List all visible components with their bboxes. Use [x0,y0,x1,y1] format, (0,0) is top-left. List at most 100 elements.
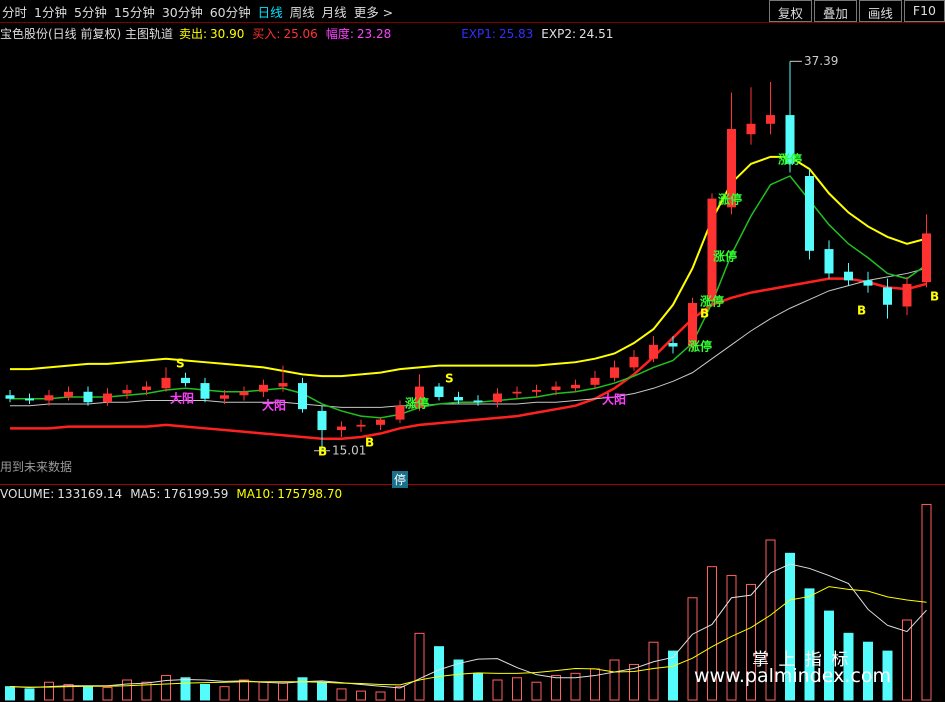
candle-body [629,356,639,368]
signal-label: 涨停 [405,396,429,411]
period-toolbar: 分时 1分钟 5分钟 15分钟 30分钟 60分钟 日线 周线 月线 更多 > [0,0,398,22]
period-tab[interactable]: 日线 [257,4,283,20]
candle-body [649,344,658,359]
volume-bar [336,688,347,701]
candle-body [415,386,424,408]
info-label: EXP2: [541,27,577,41]
volume-bar [395,686,405,701]
volume-bar [200,683,210,701]
info-value: 24.51 [579,27,614,41]
tool-button[interactable]: F10 [903,0,945,22]
candle-body [337,426,346,431]
volume-bar [141,681,152,701]
indicator-line [10,155,927,378]
period-tab[interactable]: 周线 [289,4,315,20]
period-tab[interactable]: 30分钟 [161,4,203,20]
info-value: 25.06 [283,27,318,41]
volume-info: VOLUME: 133169.14 MA5: 176199.59 MA10: 175798… [0,487,350,501]
volume-bar [102,687,113,701]
signal-label: 涨停 [718,192,742,207]
info-label: EXP1: [461,27,496,41]
candle-body [785,115,795,164]
candle-body [746,123,756,135]
period-tab[interactable]: 60分钟 [209,4,251,20]
volume-bar [629,663,639,701]
candle-body [376,419,385,425]
candle-body [44,395,54,401]
candle-body [142,386,151,391]
volume-bar [570,672,581,701]
volume-bar [824,610,834,701]
candle-body [883,287,892,305]
signal-label: B [930,290,939,304]
volume-bar [297,677,308,701]
signal-label: 大阳 [602,392,626,407]
candle-body [103,393,112,403]
volume-bar [746,583,756,701]
volume-bar [804,588,815,701]
volume-bar [219,686,230,701]
signal-label: B [857,304,866,318]
volume-bar [648,641,659,701]
signal-label: 涨停 [778,152,802,167]
high-label: 37.39 [804,54,838,68]
tool-button[interactable]: 画线 [858,0,902,22]
volume-bar [44,681,54,701]
volume-bar [590,668,600,701]
volume-bar [453,659,464,701]
candle-body [395,405,405,420]
volume-bar [473,672,483,701]
candle-body [824,249,834,274]
signal-label: 大阳 [262,398,286,413]
period-tab[interactable]: 1分钟 [34,4,67,20]
candle-body [25,398,34,401]
volume-bar [239,679,249,701]
signal-label: B [318,445,327,459]
candle-body [805,175,814,251]
legend-label: VOLUME: [0,487,55,501]
indicator-line [10,277,927,441]
tool-button[interactable]: 复权 [768,0,812,22]
tool-button[interactable]: 叠加 [813,0,857,22]
volume-bar [258,681,269,701]
period-tab[interactable]: 分时 [2,4,28,20]
indicator-line [10,175,927,419]
info-label: 卖出: [179,27,208,41]
volume-bar [726,575,737,701]
volume-bar [863,641,873,701]
volume-bar [512,677,522,701]
future-note: 用到未来数据 [0,460,73,474]
volume-bar [551,675,561,701]
legend-label: MA5: [130,487,161,501]
candle-body [571,384,580,389]
indicator-info: 宝色股份(日线 前复权) 主图轨道 卖出: 30.90 买入: 25.06 幅度: 23.2… [0,25,621,42]
signal-label: S [445,372,454,386]
volume-bar [609,659,620,701]
period-tab[interactable]: 月线 [321,4,347,20]
candle-body [278,383,288,387]
legend-label: MA10: [236,487,275,501]
candle-body [122,390,132,394]
candle-body [220,395,229,399]
volume-bar [434,646,444,701]
tool-buttons: 复权 叠加 画线 F10 [767,0,945,22]
candle-body [766,115,775,124]
period-tab[interactable]: 5分钟 [73,4,107,20]
candle-body [239,391,249,396]
period-tab[interactable]: 15分钟 [113,4,155,20]
volume-bar [843,632,854,701]
candle-body [590,377,600,385]
candle-body [181,377,190,384]
candle-body [454,396,463,401]
volume-bar [921,503,932,701]
candle-body [317,410,327,431]
period-tab[interactable]: 更多 > [353,4,394,20]
candle-body [512,391,522,394]
volume-bar [83,686,93,701]
volume-bar [161,675,171,701]
candle-body [259,384,268,392]
legend-value: 175798.70 [277,487,343,501]
candle-body [727,129,736,208]
candle-body [668,343,678,347]
